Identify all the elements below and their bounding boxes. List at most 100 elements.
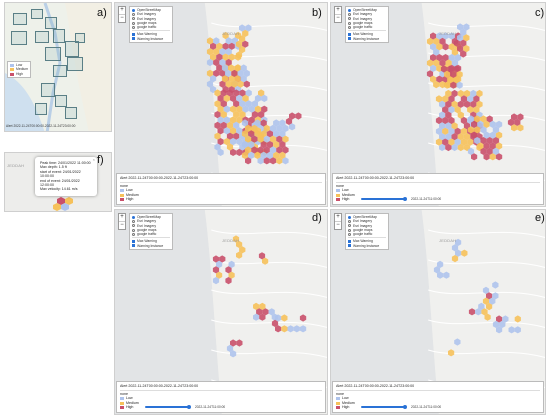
- risk-hex-cell[interactable]: [242, 105, 249, 113]
- panel-e-map[interactable]: JEDDAH + − OpenStreetMap Esri Imagery Esri Im…: [330, 209, 546, 415]
- risk-hex-cell[interactable]: [430, 32, 437, 40]
- risk-hex-cell[interactable]: [445, 59, 452, 67]
- risk-hex-cell[interactable]: [448, 127, 455, 135]
- risk-hex-cell[interactable]: [467, 147, 475, 155]
- zoom-out-button[interactable]: −: [120, 15, 124, 21]
- risk-hex-cell[interactable]: [273, 130, 280, 138]
- risk-hex-cell[interactable]: [240, 64, 247, 72]
- risk-hex-cell[interactable]: [214, 100, 221, 108]
- risk-hex-cell[interactable]: [241, 119, 249, 127]
- layer-option[interactable]: OpenStreetMap: [348, 8, 386, 12]
- risk-hex-cell[interactable]: [451, 133, 458, 141]
- risk-hex-cell[interactable]: [245, 124, 252, 132]
- risk-hex-cell[interactable]: [460, 138, 468, 146]
- risk-hex-cell[interactable]: [225, 58, 232, 67]
- risk-hex-cell[interactable]: [282, 146, 289, 154]
- risk-hex-cell[interactable]: [439, 122, 446, 130]
- risk-hex-cell[interactable]: [492, 320, 500, 328]
- risk-hex-cell[interactable]: [254, 119, 261, 127]
- risk-hex-cell[interactable]: [251, 135, 258, 143]
- risk-hex-cell[interactable]: [217, 105, 224, 113]
- layer-option[interactable]: Esri Imagery: [132, 224, 170, 228]
- risk-hex-cell[interactable]: [236, 105, 243, 113]
- risk-hex-cell[interactable]: [276, 135, 283, 143]
- risk-hex-cell[interactable]: [437, 271, 444, 279]
- risk-hex-cell[interactable]: [476, 89, 483, 98]
- risk-hex-cell[interactable]: [239, 246, 246, 254]
- risk-hex-cell[interactable]: [230, 116, 237, 124]
- risk-hex-cell[interactable]: [433, 59, 440, 67]
- radio-icon[interactable]: [132, 219, 135, 223]
- risk-hex-cell[interactable]: [451, 48, 459, 56]
- checkbox-icon[interactable]: [348, 37, 351, 41]
- risk-hex-cell[interactable]: [223, 116, 230, 124]
- risk-hex-cell[interactable]: [254, 94, 262, 102]
- risk-hex-cell[interactable]: [241, 141, 249, 149]
- risk-hex-cell[interactable]: [467, 115, 475, 123]
- radio-icon[interactable]: [348, 228, 351, 232]
- risk-hex-cell[interactable]: [266, 141, 274, 149]
- risk-hex-cell[interactable]: [269, 157, 277, 165]
- risk-hex-cell[interactable]: [453, 39, 461, 47]
- risk-hex-cell[interactable]: [463, 34, 470, 42]
- risk-hex-cell[interactable]: [220, 89, 227, 97]
- risk-hex-cell[interactable]: [253, 313, 260, 321]
- risk-hex-cell[interactable]: [213, 69, 220, 77]
- risk-hex-cell[interactable]: [239, 46, 246, 54]
- risk-hex-cell[interactable]: [225, 80, 232, 88]
- layer-option[interactable]: OpenStreetMap: [132, 8, 170, 12]
- risk-hex-cell[interactable]: [261, 94, 268, 102]
- radio-icon[interactable]: [132, 224, 135, 228]
- risk-hex-cell[interactable]: [237, 69, 244, 77]
- risk-hex-cell[interactable]: [442, 95, 449, 103]
- risk-hex-cell[interactable]: [444, 70, 451, 78]
- risk-hex-cell[interactable]: [489, 131, 496, 139]
- risk-hex-cell[interactable]: [517, 113, 524, 121]
- risk-hex-cell[interactable]: [426, 37, 434, 45]
- risk-hex-cell[interactable]: [279, 119, 286, 127]
- risk-hex-cell[interactable]: [456, 70, 463, 78]
- risk-hex-cell[interactable]: [231, 80, 238, 88]
- risk-hex-cell[interactable]: [454, 138, 461, 146]
- risk-hex-cell[interactable]: [457, 143, 464, 152]
- panel-b-map[interactable]: JEDDAH + − OpenStreetMap Esri Imagery Esri Im…: [114, 2, 328, 207]
- risk-hex-cell[interactable]: [281, 325, 288, 333]
- risk-hex-cell[interactable]: [226, 121, 234, 129]
- layer-option[interactable]: Esri Imagery: [348, 12, 386, 16]
- risk-hex-cell[interactable]: [281, 314, 288, 322]
- risk-hex-cell[interactable]: [248, 151, 255, 159]
- risk-hex-cell[interactable]: [260, 119, 267, 127]
- risk-hex-cell[interactable]: [237, 80, 244, 88]
- risk-hex-cell[interactable]: [457, 100, 464, 108]
- panel-a-map[interactable]: Low Medium High: [4, 2, 112, 132]
- risk-hex-cell[interactable]: [221, 64, 229, 72]
- risk-hex-cell[interactable]: [245, 146, 252, 154]
- risk-hex-cell[interactable]: [448, 95, 455, 103]
- risk-hex-cell[interactable]: [511, 124, 518, 132]
- risk-hex-cell[interactable]: [256, 308, 263, 316]
- risk-hex-cell[interactable]: [225, 266, 232, 274]
- risk-hex-cell[interactable]: [489, 153, 496, 161]
- risk-hex-cell[interactable]: [242, 29, 249, 37]
- risk-hex-cell[interactable]: [450, 81, 457, 89]
- risk-hex-cell[interactable]: [230, 339, 237, 347]
- risk-hex-cell[interactable]: [486, 303, 493, 311]
- risk-hex-cell[interactable]: [289, 123, 296, 131]
- risk-hex-cell[interactable]: [463, 23, 470, 31]
- time-slider-handle[interactable]: [187, 405, 191, 409]
- risk-hex-cell[interactable]: [236, 138, 243, 146]
- risk-hex-cell[interactable]: [433, 81, 440, 89]
- layer-option[interactable]: google maps: [132, 21, 170, 25]
- risk-hex-cell[interactable]: [282, 124, 289, 132]
- risk-hex-cell[interactable]: [236, 94, 243, 102]
- risk-hex-cell[interactable]: [216, 64, 223, 72]
- risk-hex-cell[interactable]: [483, 120, 490, 128]
- layer-option[interactable]: Esri Imagery: [348, 17, 386, 21]
- risk-hex-cell[interactable]: [254, 151, 261, 159]
- risk-hex-cell[interactable]: [279, 141, 286, 149]
- risk-hex-cell[interactable]: [439, 37, 446, 45]
- risk-hex-cell[interactable]: [474, 126, 481, 134]
- risk-hex-cell[interactable]: [475, 308, 482, 316]
- risk-hex-cell[interactable]: [435, 116, 443, 125]
- risk-hex-cell[interactable]: [222, 53, 229, 61]
